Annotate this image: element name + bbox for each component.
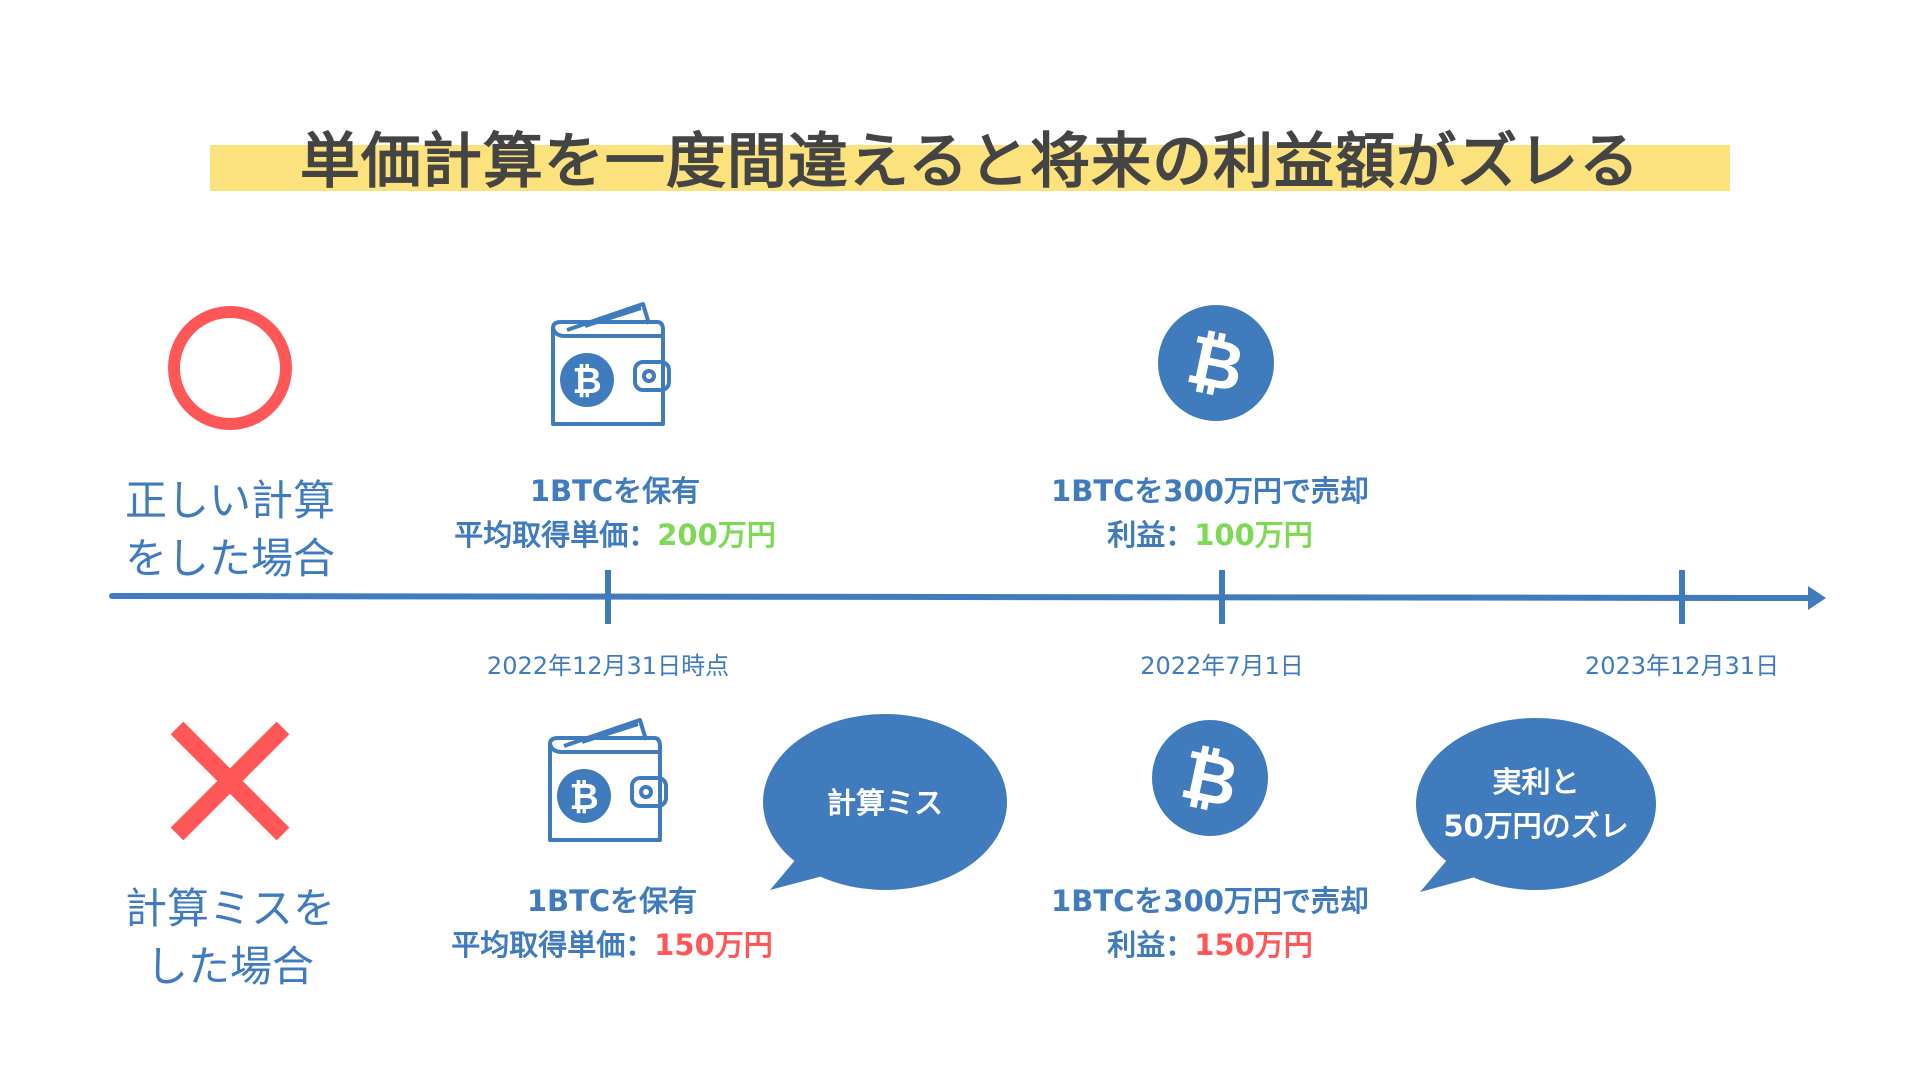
profit-line: 利益：100万円 xyxy=(1010,513,1410,557)
correct-label-line2: をした場合 xyxy=(124,534,335,583)
holding-line: 1BTCを保有 xyxy=(529,474,701,508)
avg-cost-label: 平均取得単価： xyxy=(454,518,658,552)
bitcoin-wallet-icon: ₿ xyxy=(548,718,668,842)
mistake-sale-info: 1BTCを300万円で売却 利益：150万円 xyxy=(1010,879,1410,967)
title-highlight xyxy=(210,145,1730,191)
correct-row-label: 正しい計算 をした場合 xyxy=(110,472,350,588)
correct-holding-info: 1BTCを保有 平均取得単価：200万円 xyxy=(415,469,815,557)
profit-line: 利益：150万円 xyxy=(1010,923,1410,967)
speech-bubble-calc-error xyxy=(763,714,1007,890)
bubble-gap-line1: 実利と xyxy=(1492,765,1580,799)
speech-bubble-profit-gap xyxy=(1416,718,1656,892)
correct-sale-info: 1BTCを300万円で売却 利益：100万円 xyxy=(1010,469,1410,557)
profit-value: 150万円 xyxy=(1194,928,1313,962)
date-label: 2022年12月31日時点 xyxy=(486,652,730,680)
profit-label: 利益： xyxy=(1107,928,1195,962)
date-label: 2022年7月1日 xyxy=(1140,652,1304,680)
sale-line: 1BTCを300万円で売却 xyxy=(1051,884,1369,918)
bubble-calc-error-text: 計算ミス xyxy=(826,786,943,820)
mistake-row-label: 計算ミスを した場合 xyxy=(110,880,350,996)
bitcoin-coin-icon: ₿ xyxy=(1152,720,1268,836)
holding-line: 1BTCを保有 xyxy=(526,884,698,918)
bitcoin-coin-icon: ₿ xyxy=(1158,305,1274,421)
profit-label: 利益： xyxy=(1107,518,1195,552)
avg-cost-line: 平均取得単価：200万円 xyxy=(415,513,815,557)
cross-mark-icon xyxy=(170,721,290,841)
mistake-label-line2: した場合 xyxy=(145,942,314,991)
avg-cost-line: 平均取得単価：150万円 xyxy=(412,923,812,967)
avg-cost-value: 200万円 xyxy=(657,518,776,552)
page-title: 単価計算を一度間違えると将来の利益額がズレる xyxy=(299,127,1641,197)
svg-text:₿: ₿ xyxy=(569,777,598,818)
bitcoin-wallet-icon: ₿ xyxy=(551,302,671,426)
sale-line: 1BTCを300万円で売却 xyxy=(1051,474,1369,508)
avg-cost-value: 150万円 xyxy=(654,928,773,962)
mistake-label-line1: 計算ミスを xyxy=(124,884,335,933)
correct-label-line1: 正しい計算 xyxy=(124,476,335,525)
avg-cost-label: 平均取得単価： xyxy=(451,928,655,962)
date-label: 2023年12月31日 xyxy=(1584,652,1780,680)
profit-value: 100万円 xyxy=(1194,518,1313,552)
bubble-gap-line2: 50万円のズレ xyxy=(1443,809,1629,843)
mistake-holding-info: 1BTCを保有 平均取得単価：150万円 xyxy=(412,879,812,967)
svg-text:₿: ₿ xyxy=(572,361,601,402)
title-banner: 単価計算を一度間違えると将来の利益額がズレる xyxy=(210,105,1730,197)
circle-mark-icon xyxy=(168,306,292,430)
bubble-profit-gap-text: 実利と 50万円のズレ xyxy=(1436,760,1636,848)
